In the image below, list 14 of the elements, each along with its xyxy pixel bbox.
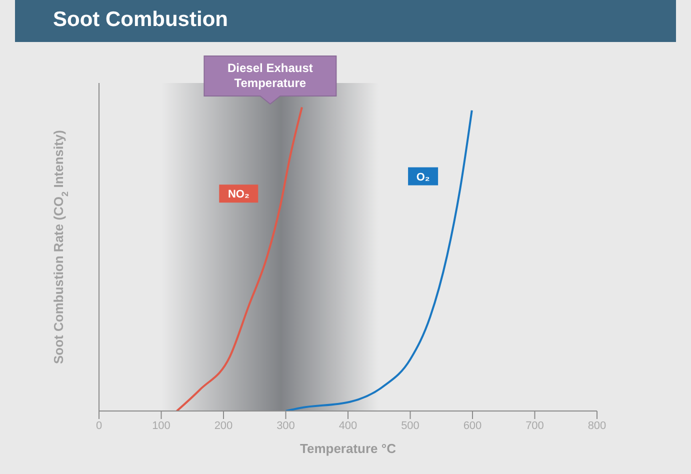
x-tick-label: 800 <box>588 420 606 432</box>
x-tick-label: 600 <box>463 420 482 432</box>
band-label: Diesel Exhaust Temperature <box>228 61 313 90</box>
x-tick-label: 100 <box>152 420 170 432</box>
series-name-tag: NO₂ <box>219 184 258 203</box>
chart-title: Soot Combustion <box>53 8 228 32</box>
x-tick-label: 300 <box>276 420 295 432</box>
x-tick-label: 200 <box>214 420 233 432</box>
x-tick-label: 0 <box>96 420 102 432</box>
x-tick-label: 400 <box>338 420 358 432</box>
x-tick-label: 700 <box>526 420 544 432</box>
x-tick-label: 500 <box>401 420 420 432</box>
x-axis-title: Temperature °C <box>300 441 397 456</box>
series-name-tag: O₂ <box>408 167 438 186</box>
